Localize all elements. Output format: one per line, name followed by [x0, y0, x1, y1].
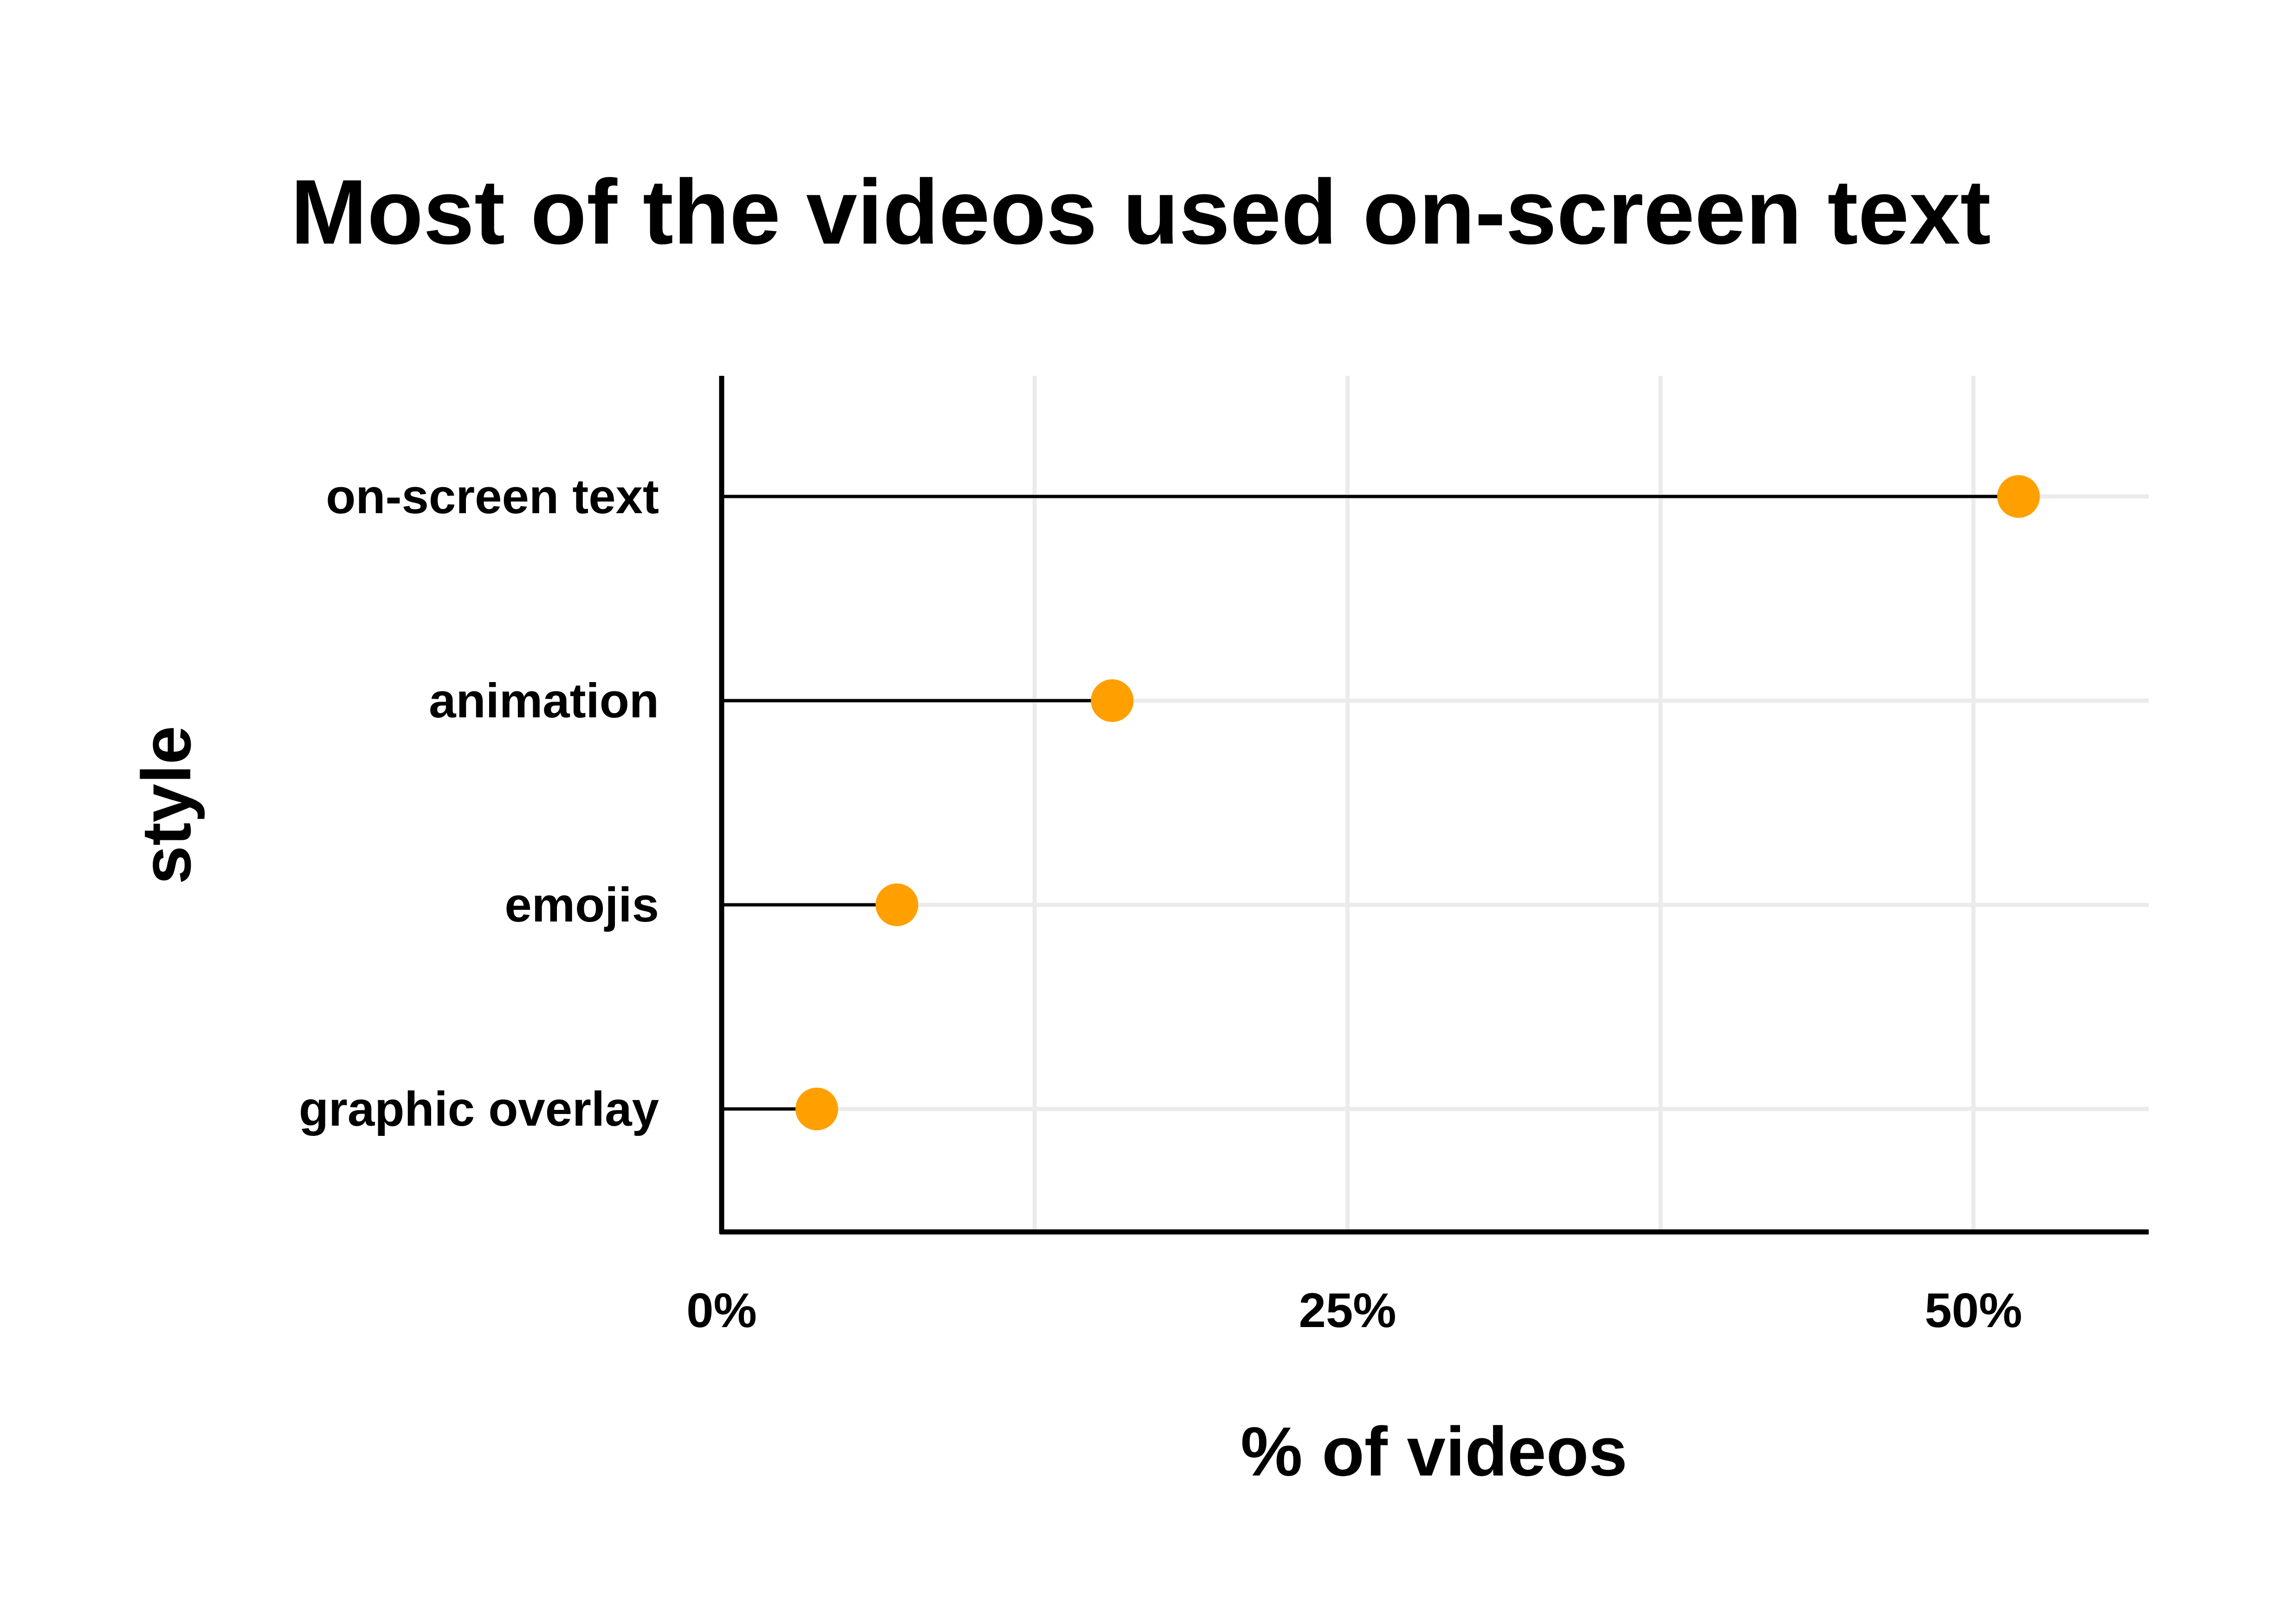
category-label: emojis [504, 878, 659, 932]
x-axis-title: % of videos [1240, 1412, 1628, 1490]
category-labels: on-screen text animation emojis graphic ove… [299, 470, 659, 1136]
grid-lines [722, 376, 2149, 1232]
lollipop-point [1997, 475, 2040, 518]
x-tick-labels: 0% 25% 50% [686, 1283, 2022, 1338]
lollipop-stems [722, 495, 2019, 1111]
x-tick-label: 50% [1925, 1283, 2022, 1338]
lollipop-point [1091, 679, 1134, 722]
lollipop-points [795, 475, 2040, 1130]
y-axis-title: style [127, 726, 205, 884]
x-tick-label: 25% [1299, 1283, 1396, 1338]
category-label: animation [429, 674, 659, 728]
lollipop-point [875, 883, 918, 926]
category-label: on-screen text [326, 470, 659, 524]
chart-title: Most of the videos used on-screen text [291, 161, 1991, 263]
x-tick-label: 0% [686, 1283, 757, 1338]
lollipop-point [795, 1088, 838, 1130]
category-label: graphic overlay [299, 1082, 659, 1136]
axes [719, 376, 2149, 1235]
